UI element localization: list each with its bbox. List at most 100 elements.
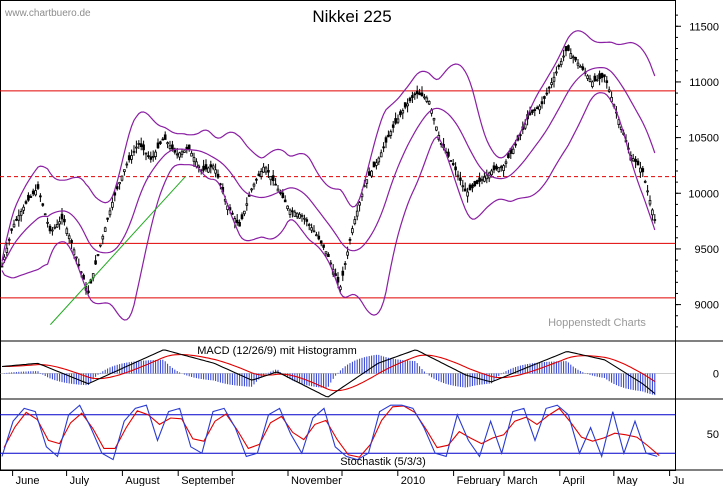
- price-candle-body: [322, 244, 325, 248]
- bollinger-lower-band: [1, 92, 656, 321]
- x-tick-label: May: [617, 475, 638, 486]
- price-candle-body: [495, 165, 498, 170]
- x-tick-label: July: [70, 475, 90, 486]
- price-candle-body: [523, 123, 527, 129]
- price-candle-body: [435, 126, 438, 131]
- stochastic-panel: [0, 404, 675, 461]
- price-candle-body: [101, 235, 105, 240]
- price-candle-body: [535, 107, 539, 109]
- price-candle-body: [468, 184, 472, 191]
- y-tick-label: 10000: [688, 188, 719, 200]
- price-candle-body: [591, 81, 594, 87]
- price-candle-body: [15, 218, 18, 221]
- macd-y-tick-label: 0: [713, 369, 719, 381]
- price-candle-body: [425, 97, 429, 102]
- price-candle-body: [0, 265, 4, 268]
- price-candle-body: [483, 176, 486, 182]
- price-candle-body: [473, 181, 477, 187]
- price-candle-body: [238, 222, 241, 227]
- price-candle-body: [401, 110, 405, 114]
- price-candle-body: [202, 165, 205, 171]
- price-candle-body: [298, 213, 301, 219]
- price-candle-body: [151, 155, 155, 158]
- price-candle-body: [22, 206, 25, 211]
- price-candle-body: [207, 167, 210, 173]
- price-candle-body: [250, 188, 253, 191]
- price-candle-body: [209, 164, 213, 168]
- price-candle-body: [161, 138, 165, 141]
- price-candle-body: [394, 118, 397, 124]
- price-candle-body: [204, 164, 208, 170]
- price-candle-body: [55, 224, 59, 228]
- price-candle-body: [406, 103, 409, 107]
- price-candle-body: [634, 158, 637, 163]
- price-candle-body: [149, 156, 153, 160]
- price-candle-body: [545, 92, 549, 95]
- price-candle-body: [125, 163, 129, 166]
- price-candle-body: [341, 270, 345, 276]
- price-candle-body: [96, 254, 100, 256]
- price-candle-body: [648, 200, 652, 205]
- price-candle-body: [375, 162, 378, 166]
- y-tick-label: 10500: [688, 133, 719, 145]
- price-candle-body: [605, 80, 609, 83]
- price-candle-body: [147, 155, 150, 158]
- price-candle-body: [588, 78, 592, 82]
- price-candle-body: [607, 89, 611, 92]
- price-candle-body: [235, 219, 239, 224]
- price-candle-body: [559, 60, 563, 66]
- price-candle-body: [195, 161, 198, 167]
- price-candle-body: [115, 186, 119, 190]
- price-candle-body: [543, 96, 546, 99]
- price-candle-body: [514, 143, 517, 146]
- price-candle-body: [144, 152, 148, 155]
- price-candle-body: [65, 228, 69, 235]
- y-tick-label: 11000: [689, 77, 719, 89]
- price-candle-body: [34, 190, 37, 196]
- stochastic-d-line: [3, 405, 660, 458]
- price-candle-body: [231, 212, 234, 215]
- price-candle-body: [305, 219, 309, 222]
- price-candle-body: [70, 240, 73, 244]
- price-candle-body: [461, 185, 465, 188]
- price-candle-body: [471, 184, 474, 189]
- price-candle-body: [451, 162, 455, 166]
- price-candle-body: [118, 181, 121, 185]
- price-candle-body: [31, 190, 35, 195]
- price-candle-body: [415, 90, 419, 95]
- price-candle-body: [399, 111, 402, 116]
- price-candle-body: [111, 201, 114, 208]
- price-candle-body: [391, 124, 395, 128]
- price-candle-body: [562, 55, 565, 58]
- price-candle-body: [288, 209, 292, 215]
- price-candle-body: [574, 56, 577, 61]
- bollinger-upper-band: [1, 30, 656, 262]
- price-candle-body: [403, 102, 407, 108]
- price-candle-body: [99, 244, 102, 247]
- price-candle-body: [317, 235, 321, 240]
- price-candle-body: [552, 76, 556, 82]
- price-candle-body: [3, 256, 6, 261]
- price-candle-body: [533, 109, 537, 111]
- price-candle-body: [281, 192, 285, 198]
- price-candle-body: [550, 82, 553, 86]
- price-candle-body: [569, 53, 573, 59]
- price-candle-body: [339, 286, 342, 291]
- price-candle-body: [269, 175, 273, 181]
- price-candle-body: [351, 228, 354, 234]
- price-candle-body: [190, 152, 193, 157]
- price-candle-body: [240, 214, 244, 220]
- price-candle-body: [365, 179, 369, 184]
- price-candle-body: [214, 169, 217, 174]
- price-candle-body: [283, 199, 287, 203]
- price-candle-body: [183, 150, 186, 153]
- price-candle-body: [300, 214, 304, 217]
- plot-frame: [0, 0, 676, 471]
- price-candle-body: [10, 228, 13, 231]
- price-candle-body: [67, 235, 71, 240]
- price-candle-body: [478, 177, 481, 182]
- price-candle-body: [389, 131, 393, 136]
- price-candle-body: [276, 188, 280, 192]
- price-candle-body: [319, 240, 323, 244]
